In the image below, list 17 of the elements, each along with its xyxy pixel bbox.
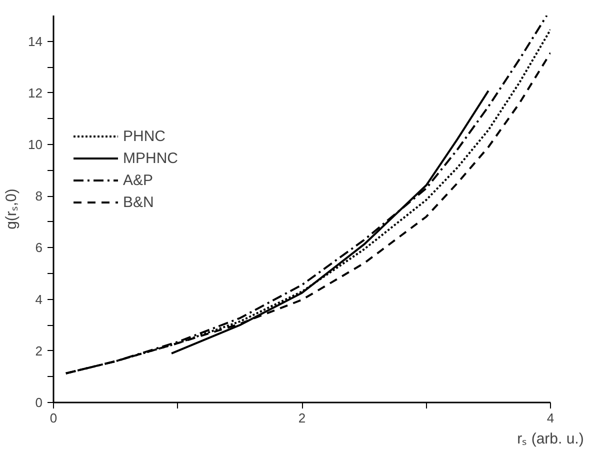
legend-label: PHNC: [123, 128, 166, 144]
y-tick-label: 10: [28, 137, 43, 152]
y-tick-label: 8: [35, 188, 43, 204]
legend-label: MPHNC: [123, 150, 178, 166]
y-tick-label: 14: [28, 34, 43, 49]
x-tick-label: 2: [298, 410, 306, 426]
y-tick-label: 0: [35, 395, 43, 410]
y-tick-label: 12: [28, 85, 43, 100]
y-tick-label: 6: [35, 240, 43, 256]
x-tick-label: 4: [546, 410, 554, 426]
y-tick-label: 2: [35, 343, 43, 358]
y-axis-title: g(rₛ,0): [3, 188, 20, 230]
legend-label: B&N: [123, 194, 154, 210]
x-axis-title: rₛ (arb. u.): [517, 430, 584, 448]
y-tick-label: 4: [35, 292, 43, 307]
x-tick-label: 0: [50, 410, 58, 426]
legend-label: A&P: [123, 172, 154, 188]
